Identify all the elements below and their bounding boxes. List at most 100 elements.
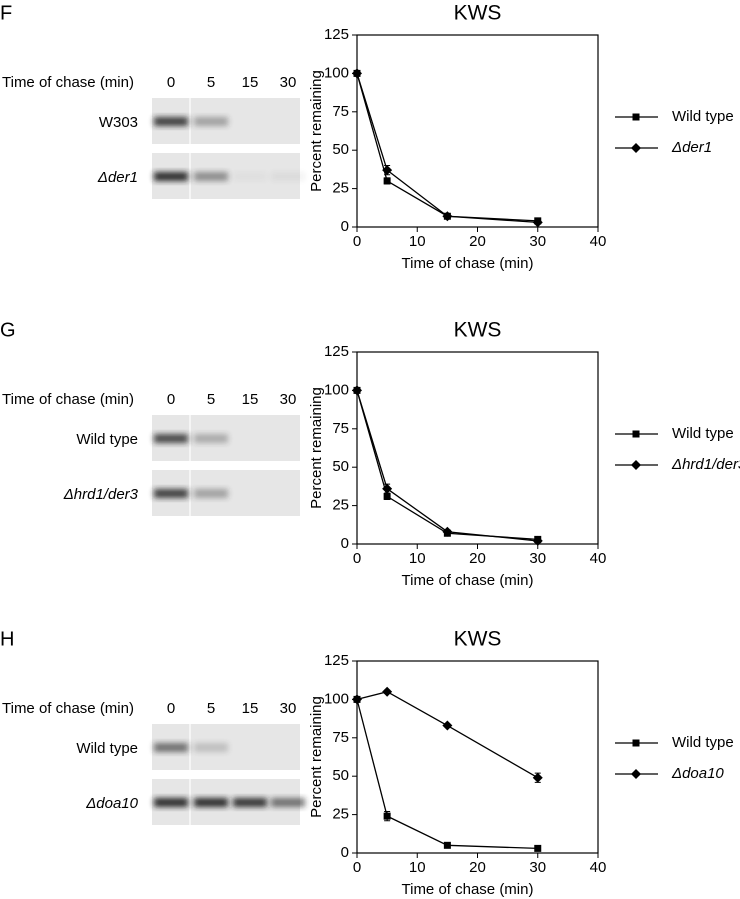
y-tick-label: 0 <box>341 218 349 235</box>
x-tick-label: 0 <box>353 859 361 876</box>
gel-band <box>154 743 188 752</box>
x-axis-label: Time of chase (min) <box>402 881 534 898</box>
gel-band <box>194 489 228 498</box>
x-tick-label: 30 <box>529 233 546 250</box>
gel-band <box>271 798 305 807</box>
y-tick-label: 125 <box>324 652 349 669</box>
series-line <box>356 390 538 541</box>
gel-band <box>194 798 228 807</box>
gel-band <box>233 798 267 807</box>
x-tick-label: 0 <box>353 550 361 567</box>
x-tick-label: 10 <box>409 859 426 876</box>
x-tick-label: 20 <box>469 859 486 876</box>
panel-letter: F <box>0 2 12 24</box>
x-tick-label: 40 <box>590 550 607 567</box>
chart-title: KWS <box>454 2 502 25</box>
x-tick-label: 30 <box>529 859 546 876</box>
y-tick-label: 125 <box>324 26 349 43</box>
marker <box>352 68 362 79</box>
series-line <box>356 73 538 224</box>
marker <box>532 772 543 783</box>
lane-label: 15 <box>242 74 259 91</box>
y-axis-label: Percent remaining <box>308 70 325 192</box>
y-tick-label: 0 <box>341 844 349 861</box>
lane-label: 15 <box>242 391 259 408</box>
x-tick-label: 40 <box>590 859 607 876</box>
gel-band <box>194 743 228 752</box>
x-tick-label: 20 <box>469 233 486 250</box>
x-axis-label: Time of chase (min) <box>402 572 534 589</box>
series-line <box>356 390 538 542</box>
y-tick-label: 50 <box>332 141 349 158</box>
lane-label: 0 <box>167 391 175 408</box>
panel: F Time of chase (min) 0 5 15 30 W303 Δder1 <box>0 2 305 199</box>
plot-frame <box>356 351 599 545</box>
y-axis-label: Percent remaining <box>308 387 325 509</box>
y-tick-label: 0 <box>341 535 349 552</box>
chart-title: KWS <box>454 319 502 342</box>
marker <box>383 812 391 820</box>
marker <box>383 492 391 500</box>
panel-letter: G <box>0 319 16 341</box>
x-tick-label: 20 <box>469 550 486 567</box>
marker <box>382 483 393 494</box>
strain-label: Δdoa10 <box>85 795 138 812</box>
x-tick-label: 0 <box>353 233 361 250</box>
lane-label: 30 <box>280 700 297 717</box>
lane-label: 30 <box>280 74 297 91</box>
gel-header: Time of chase (min) <box>2 74 134 91</box>
y-tick-label: 50 <box>332 767 349 784</box>
lane-label: 15 <box>242 700 259 717</box>
chart-title: KWS <box>454 628 502 651</box>
legend-marker <box>631 769 641 779</box>
gel-band <box>154 489 188 498</box>
chart: KWS 0 25 50 75 100 125 0 10 20 30 40 Time of chase (… <box>308 319 740 589</box>
gel-band <box>154 434 188 443</box>
gel-band <box>271 172 305 181</box>
legend-marker <box>632 113 640 121</box>
strain-label: Wild type <box>76 431 138 448</box>
marker <box>352 694 362 705</box>
gel-band <box>194 117 228 126</box>
x-tick-label: 40 <box>590 233 607 250</box>
plot-frame <box>356 34 599 228</box>
gel-band <box>194 172 228 181</box>
legend-marker <box>632 739 640 747</box>
y-tick-label: 75 <box>332 729 349 746</box>
y-tick-label: 50 <box>332 458 349 475</box>
legend-marker <box>631 143 641 153</box>
plot-frame <box>356 660 599 854</box>
legend-marker <box>632 430 640 438</box>
gel-band <box>154 172 188 181</box>
lane-label: 5 <box>207 74 215 91</box>
legend-label: Δhrd1/der3 <box>671 456 740 473</box>
gel-band <box>233 172 267 181</box>
x-tick-label: 30 <box>529 550 546 567</box>
x-tick-label: 10 <box>409 233 426 250</box>
gel-band <box>194 434 228 443</box>
y-tick-label: 25 <box>332 180 349 197</box>
panel: G Time of chase (min) 0 5 15 30 Wild type Δhrd1… <box>0 319 300 516</box>
lane-label: 5 <box>207 391 215 408</box>
marker <box>532 217 543 228</box>
marker <box>532 535 543 546</box>
y-axis-label: Percent remaining <box>308 696 325 818</box>
series-line <box>356 691 539 779</box>
gel-header: Time of chase (min) <box>2 700 134 717</box>
strain-label: W303 <box>99 114 138 131</box>
marker <box>442 526 453 537</box>
legend-label: Wild type <box>672 108 734 125</box>
marker <box>534 844 542 852</box>
strain-label: Δhrd1/der3 <box>63 486 139 503</box>
marker <box>352 385 362 396</box>
strain-label: Wild type <box>76 740 138 757</box>
series-line <box>356 699 538 850</box>
chart: KWS 0 25 50 75 100 125 0 10 20 30 40 Time of chase (… <box>308 628 734 898</box>
y-tick-label: 100 <box>324 381 349 398</box>
legend-label: Wild type <box>672 425 734 442</box>
x-tick-label: 10 <box>409 550 426 567</box>
lane-label: 5 <box>207 700 215 717</box>
lane-label: 0 <box>167 74 175 91</box>
y-tick-label: 75 <box>332 103 349 120</box>
